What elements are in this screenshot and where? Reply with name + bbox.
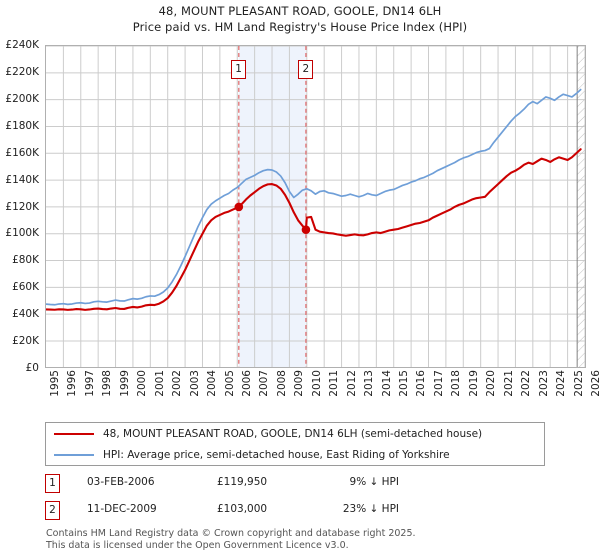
series-lines <box>46 88 582 311</box>
y-tick-label: £80K <box>12 254 39 267</box>
x-tick-label: 1995 <box>49 370 61 397</box>
x-tick-label: 2014 <box>380 370 393 397</box>
x-tick-label: 2023 <box>537 370 550 397</box>
y-tick-label: £220K <box>5 65 39 78</box>
legend-swatch-price-paid <box>54 432 94 435</box>
chart-marker-1[interactable]: 1 <box>231 60 247 79</box>
y-tick-label: £160K <box>5 146 39 159</box>
y-tick-label: £20K <box>12 335 39 348</box>
transaction-delta-1: 9% ↓ HPI <box>349 476 399 488</box>
chart-legend: 48, MOUNT PLEASANT ROAD, GOOLE, DN14 6LH… <box>45 422 545 466</box>
y-tick-label: £240K <box>5 39 39 51</box>
x-tick-label: 1996 <box>66 370 79 397</box>
x-tick-label: 2002 <box>171 370 184 397</box>
x-tick-label: 1997 <box>83 370 96 397</box>
y-tick-label: £120K <box>5 200 39 213</box>
footer-line-2: This data is licensed under the Open Gov… <box>46 539 349 551</box>
footer-attribution: Contains HM Land Registry data © Crown c… <box>46 528 586 551</box>
x-tick-label: 2001 <box>153 370 166 397</box>
x-tick-label: 2026 <box>590 370 600 397</box>
x-tick-label: 2022 <box>520 370 533 397</box>
x-tick-label: 2006 <box>240 370 253 397</box>
x-tick-label: 2019 <box>467 370 480 397</box>
transaction-row[interactable]: 2 11-DEC-2009 £103,000 23% ↓ HPI <box>45 499 585 526</box>
x-tick-label: 2010 <box>310 370 323 397</box>
transaction-price-1: £119,950 <box>217 476 268 488</box>
x-tick-label: 2025 <box>572 370 585 397</box>
transaction-badge-2: 2 <box>45 501 60 520</box>
x-tick-label: 2008 <box>275 370 288 397</box>
x-tick-label: 2021 <box>502 370 515 397</box>
x-tick-label: 2024 <box>555 370 568 397</box>
x-tick-label: 2013 <box>363 370 376 397</box>
page-title: 48, MOUNT PLEASANT ROAD, GOOLE, DN14 6LH <box>158 4 442 18</box>
transaction-price-2: £103,000 <box>217 503 268 515</box>
y-tick-label: £140K <box>5 173 39 186</box>
transaction-badge-1: 1 <box>45 474 60 493</box>
y-axis-labels: £0 £20K £40K £60K £80K £100K £120K £140K £160K £1… <box>0 39 43 374</box>
y-tick-label: £40K <box>12 308 39 321</box>
legend-item-hpi: HPI: Average price, semi-detached house,… <box>46 444 544 465</box>
y-tick-label: £0 <box>25 362 39 374</box>
y-tick-label: £100K <box>5 227 39 240</box>
transaction-delta-2: 23% ↓ HPI <box>342 503 399 515</box>
x-tick-label: 2015 <box>398 370 411 397</box>
transactions-list: 1 03-FEB-2006 £119,950 9% ↓ HPI 2 11-DEC… <box>45 472 585 526</box>
chart-title-block: 48, MOUNT PLEASANT ROAD, GOOLE, DN14 6LH… <box>0 3 600 35</box>
legend-label-price-paid: 48, MOUNT PLEASANT ROAD, GOOLE, DN14 6LH… <box>103 427 483 440</box>
chart-marker-2[interactable]: 2 <box>298 60 314 79</box>
grid-lines <box>46 46 585 367</box>
legend-swatch-hpi <box>54 453 94 456</box>
x-tick-label: 2009 <box>293 370 306 397</box>
footer-line-1: Contains HM Land Registry data © Crown c… <box>46 528 416 539</box>
x-tick-label: 2018 <box>450 370 463 397</box>
x-tick-label: 1999 <box>118 370 131 397</box>
x-tick-label: 2000 <box>136 370 149 397</box>
x-tick-label: 1998 <box>101 370 114 397</box>
x-tick-label: 2011 <box>328 370 341 397</box>
legend-item-price-paid: 48, MOUNT PLEASANT ROAD, GOOLE, DN14 6LH… <box>46 423 544 444</box>
x-tick-label: 2017 <box>432 370 445 397</box>
x-axis-labels: 1995 1996 1997 1998 1999 2000 2001 2002 2003 2004… <box>45 370 600 410</box>
plot-frame <box>45 45 586 368</box>
y-tick-label: £60K <box>12 281 39 294</box>
x-tick-label: 2020 <box>485 370 498 397</box>
x-tick-label: 2004 <box>206 370 219 397</box>
x-tick-label: 2016 <box>415 370 428 397</box>
x-tick-label: 2012 <box>345 370 358 397</box>
y-tick-label: £200K <box>5 92 39 105</box>
transaction-row[interactable]: 1 03-FEB-2006 £119,950 9% ↓ HPI <box>45 472 585 499</box>
legend-label-hpi: HPI: Average price, semi-detached house,… <box>103 448 450 461</box>
page-subtitle: Price paid vs. HM Land Registry's House … <box>132 20 468 34</box>
transaction-date-1: 03-FEB-2006 <box>87 476 155 488</box>
transaction-date-2: 11-DEC-2009 <box>87 503 157 515</box>
y-tick-label: £180K <box>5 119 39 132</box>
x-tick-label: 2003 <box>188 370 201 397</box>
x-tick-label: 2005 <box>223 370 236 397</box>
x-tick-label: 2007 <box>258 370 271 397</box>
